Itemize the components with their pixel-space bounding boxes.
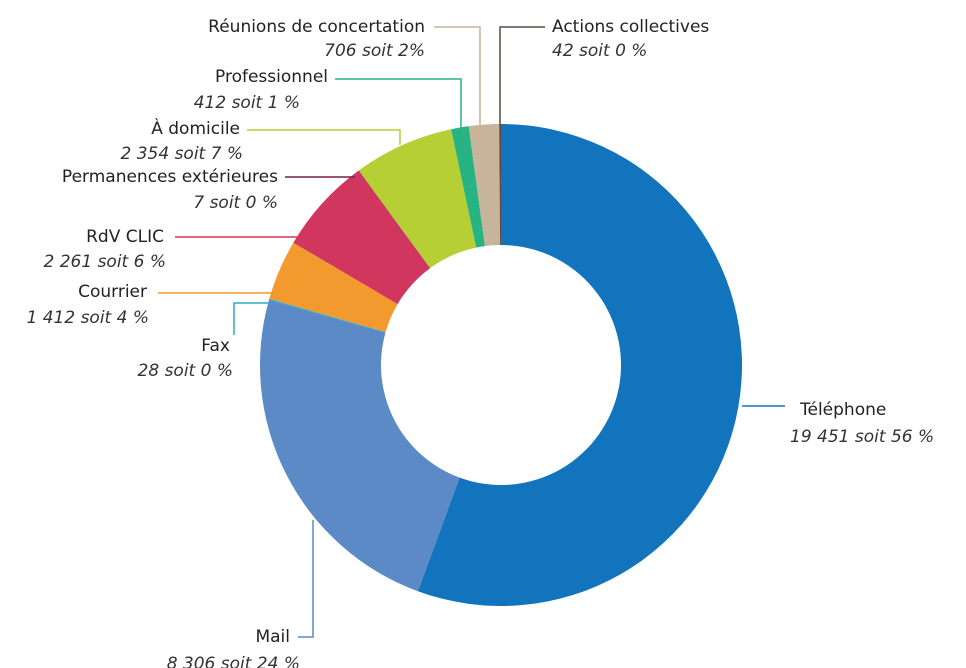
value-label: 42 soit 0 %: [552, 41, 647, 61]
segment-label: Réunions de concertation: [208, 17, 425, 37]
segment-label: À domicile: [151, 117, 240, 139]
donut-segment: [358, 170, 431, 269]
leader-line: [233, 302, 268, 335]
value-label: 7 soit 0 %: [193, 193, 278, 213]
value-label: 2 354 soit 7 %: [121, 144, 244, 164]
leader-line: [499, 26, 545, 125]
donut-segment: [358, 129, 477, 269]
donut-segment: [468, 124, 501, 247]
segment-label: Téléphone: [799, 400, 886, 420]
donut-segment: [451, 126, 485, 248]
value-label: 2 261 soit 6 %: [44, 252, 167, 272]
donut-segment: [499, 124, 501, 246]
value-label: 412 soit 1 %: [194, 93, 300, 113]
value-label: 28 soit 0 %: [138, 361, 233, 381]
segment-label: Permanences extérieures: [62, 167, 278, 187]
segment-label: Fax: [201, 336, 230, 356]
donut-segment: [269, 242, 398, 333]
segment-label: Mail: [255, 627, 290, 647]
donut-segment: [293, 170, 431, 305]
segment-label: Professionnel: [215, 67, 328, 87]
leader-line: [335, 78, 462, 130]
segment-label: Courrier: [78, 282, 147, 302]
value-label: 8 306 soit 24 %: [167, 654, 300, 668]
value-label: 706 soit 2%: [324, 41, 425, 61]
donut-segment: [417, 124, 742, 606]
donut-segment: [268, 298, 386, 333]
donut-segment: [260, 299, 460, 592]
value-label: 19 451 soit 56 %: [790, 427, 934, 447]
value-label: 1 412 soit 4 %: [27, 308, 150, 328]
leader-line: [298, 520, 314, 638]
leader-line: [247, 129, 401, 145]
segment-label: RdV CLIC: [86, 227, 164, 247]
leader-line: [434, 26, 481, 125]
segment-label: Actions collectives: [552, 17, 709, 37]
